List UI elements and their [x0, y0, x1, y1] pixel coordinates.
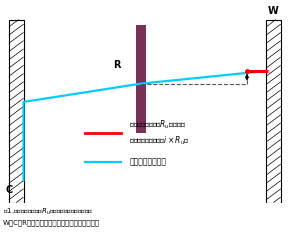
Text: C: C [5, 185, 12, 195]
Text: 溶液中の電位分布: 溶液中の電位分布 [129, 158, 166, 167]
Text: R: R [113, 60, 121, 70]
Text: W: W [268, 6, 279, 16]
Text: 図1.未補償溶液抵抗（$R_u$）による印加電位の不足、
W、C、Rはそれぞれ作用電極、対極、参照電極: 図1.未補償溶液抵抗（$R_u$）による印加電位の不足、 W、C、Rはそれぞれ作… [3, 207, 100, 226]
Bar [136, 25, 146, 133]
Bar [266, 20, 281, 203]
Bar [9, 20, 24, 203]
Text: 未補償溶液抵抗（$R_u$）による
設定電位の不足分（$i \times R_u$）: 未補償溶液抵抗（$R_u$）による 設定電位の不足分（$i \times R_u… [129, 119, 190, 147]
